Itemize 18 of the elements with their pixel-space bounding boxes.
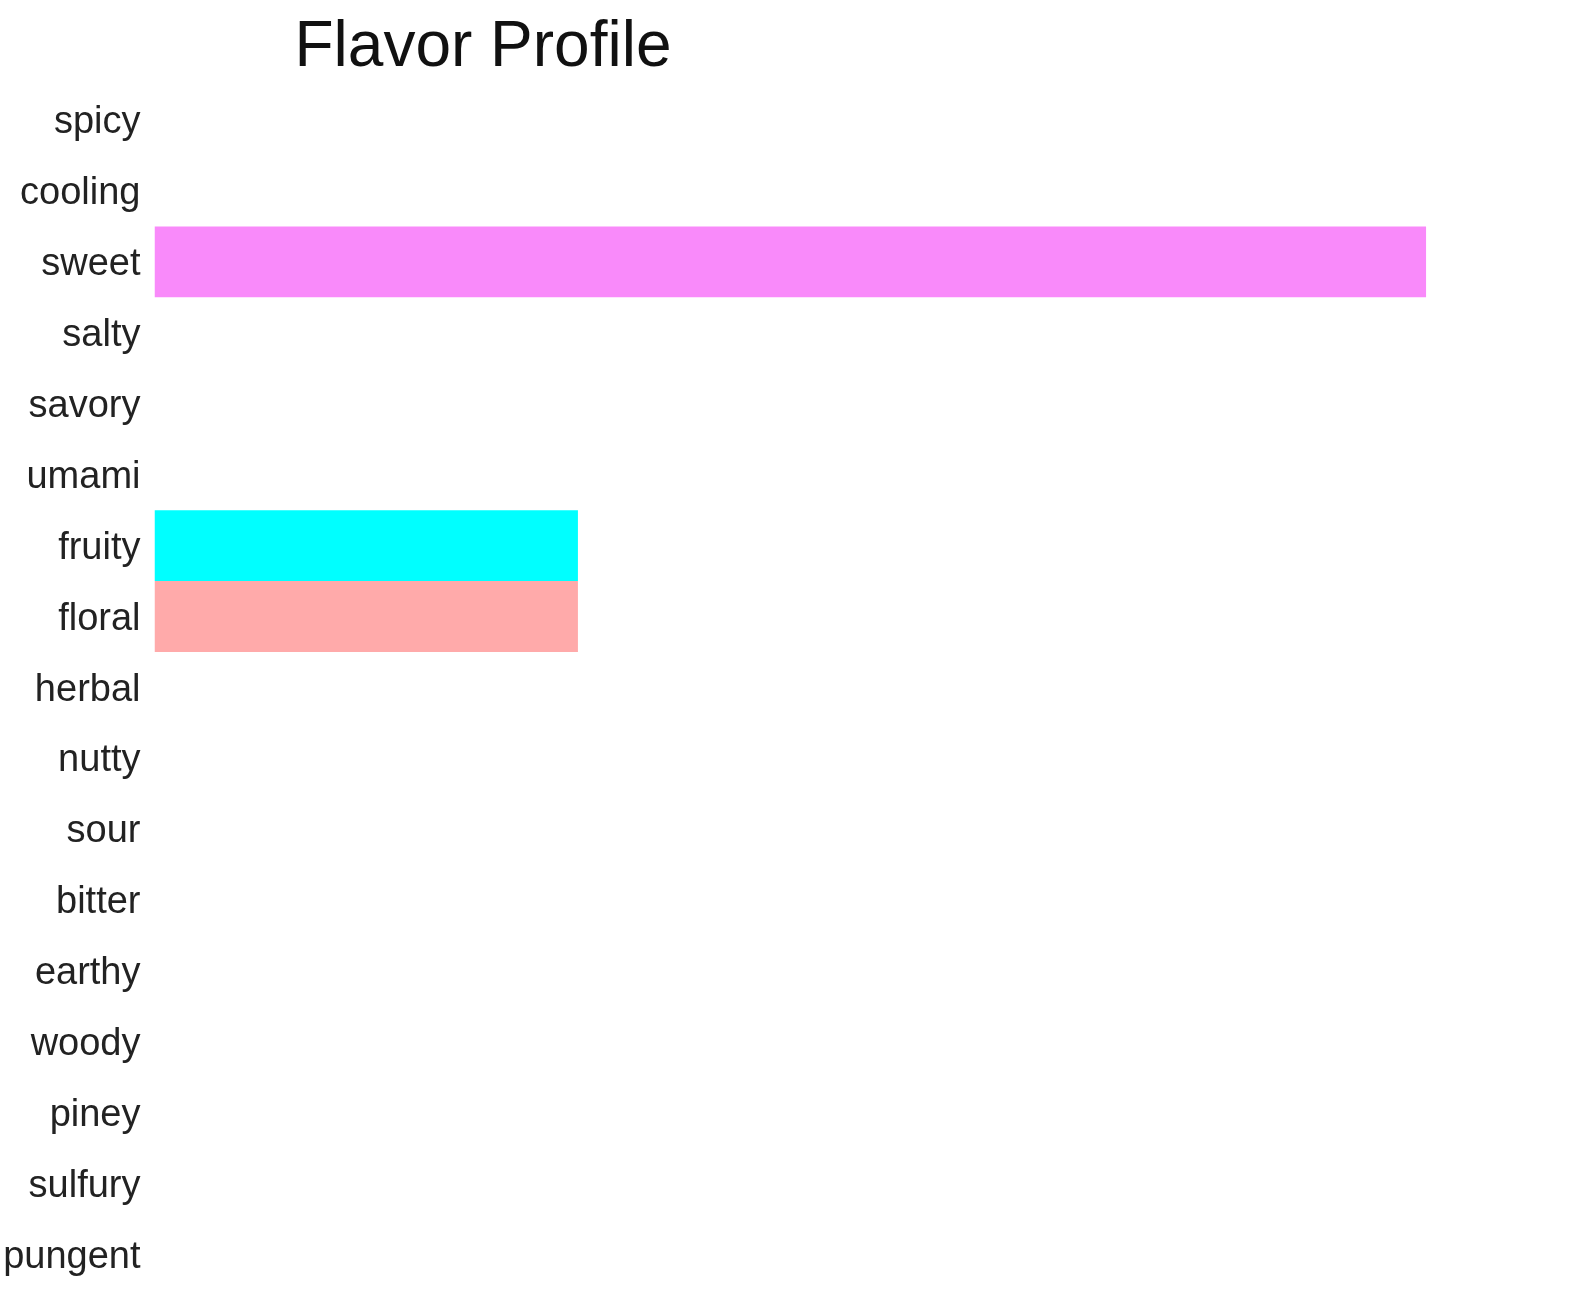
y-tick-label: earthy: [34, 950, 141, 993]
y-tick-label: piney: [49, 1092, 141, 1135]
y-tick-label: savory: [28, 382, 141, 425]
y-tick-label: pungent: [3, 1234, 141, 1277]
y-tick-label: cooling: [20, 169, 141, 212]
y-tick-label: sulfury: [28, 1163, 141, 1206]
chart-title: Flavor Profile: [294, 7, 672, 80]
y-tick-label: nutty: [58, 737, 141, 780]
y-tick-label: salty: [62, 311, 141, 354]
y-tick-label: floral: [58, 595, 141, 638]
y-tick-label: umami: [26, 453, 141, 496]
y-tick-label: sour: [66, 808, 141, 851]
y-tick-label: fruity: [58, 524, 141, 567]
y-tick-label: herbal: [34, 666, 141, 709]
y-tick-label: woody: [29, 1021, 141, 1064]
y-tick-label: bitter: [56, 879, 141, 922]
y-tick-label: sweet: [41, 240, 141, 283]
y-tick-label: spicy: [53, 98, 141, 141]
